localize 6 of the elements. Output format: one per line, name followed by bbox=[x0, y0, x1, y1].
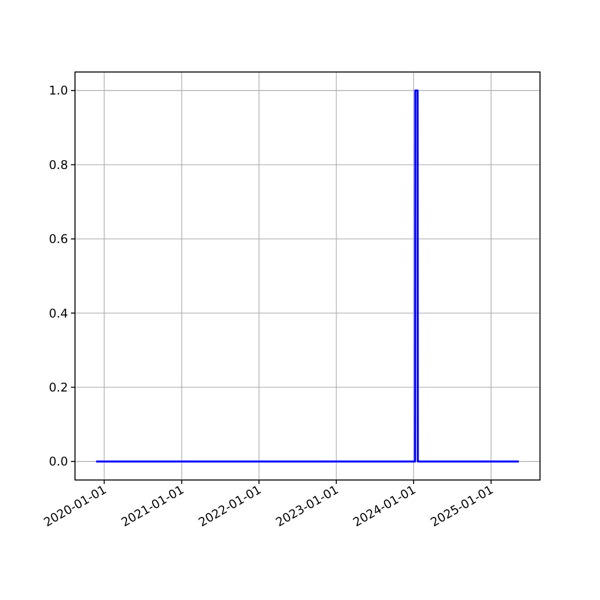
y-tick-label: 0.4 bbox=[48, 306, 68, 320]
y-tick-label: 1.0 bbox=[48, 84, 68, 98]
y-tick-label: 0.8 bbox=[48, 158, 68, 172]
y-tick-label: 0.6 bbox=[48, 232, 68, 246]
y-tick-label: 0.2 bbox=[48, 380, 68, 394]
y-tick-label: 0.0 bbox=[48, 454, 68, 469]
